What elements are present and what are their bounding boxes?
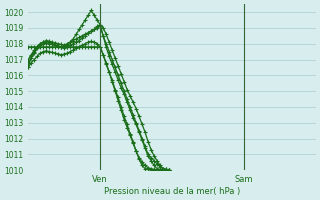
X-axis label: Pression niveau de la mer( hPa ): Pression niveau de la mer( hPa ) — [104, 187, 240, 196]
